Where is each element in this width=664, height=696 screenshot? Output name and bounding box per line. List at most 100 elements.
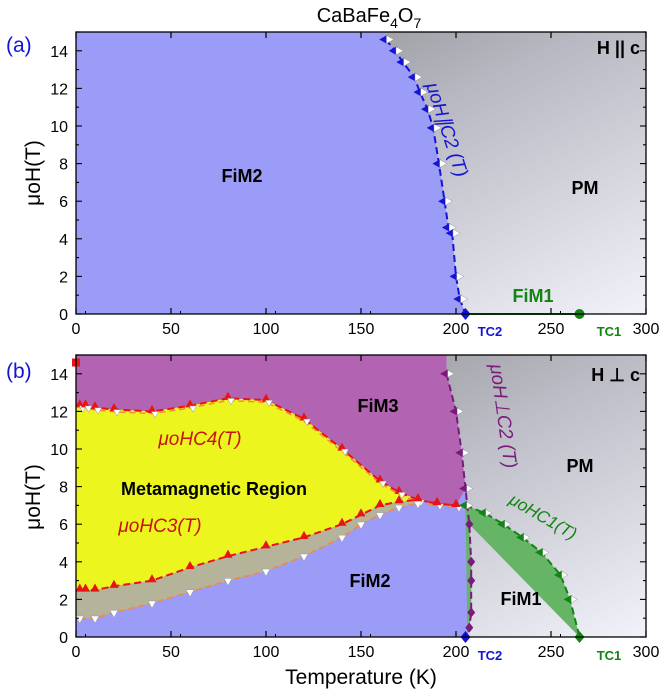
hc3-marker-filled [299, 530, 309, 539]
panel-a-field-label: H || c [597, 38, 640, 58]
hc1-marker-open [570, 595, 579, 604]
y-tick-label: 4 [59, 555, 68, 572]
hc4-marker-filled [185, 399, 195, 408]
hc2-marker-open [439, 159, 448, 169]
hc3-lower-marker-open [337, 534, 347, 543]
hc1-marker-open [504, 520, 512, 529]
y-tick-label: 6 [59, 517, 68, 534]
hc4-marker-filled [223, 391, 233, 400]
hc2-marker-open [386, 35, 395, 44]
hc1-marker-filled [478, 508, 487, 518]
hc2-marker-open [428, 104, 437, 114]
hc3-lower-marker-open [375, 512, 385, 521]
x-tick-label: 300 [633, 644, 660, 661]
figure-title: CaBaFe4O7 [317, 5, 422, 31]
hc2-marker-filled [459, 483, 468, 493]
hc4-marker-open [151, 411, 159, 419]
hc2-marker-filled [449, 406, 458, 416]
hc3-lower-marker-open [394, 504, 404, 513]
x-tick-label: 100 [253, 644, 280, 661]
panel-a-region-fim1: FiM1 [512, 286, 553, 306]
panel-b-xlabel: Temperature (K) [285, 666, 437, 689]
hc2-perp-curve [445, 373, 473, 638]
hc4-marker-open [265, 400, 273, 408]
hc3-marker-filled [356, 508, 366, 517]
panel-a-tc2-label: TC2 [478, 324, 503, 339]
hc4-marker-filled [394, 485, 404, 494]
x-tick-label: 0 [72, 644, 81, 661]
hc4-marker-open [227, 398, 235, 406]
hc3-lower-marker-open [223, 578, 233, 587]
panel-b-region-pm: PM [567, 456, 594, 476]
hc2-marker-open [452, 228, 461, 238]
x-tick-label: 250 [538, 644, 565, 661]
hc2-marker-filled [438, 196, 447, 206]
hc2-marker-diamond [465, 519, 474, 530]
panel-a-region-pm: PM [572, 178, 599, 198]
hc3-lower-marker-open [185, 589, 195, 598]
hc3-marker-filled [394, 495, 404, 504]
panel-b-label: (b) [6, 360, 32, 383]
hc2-marker-filled [432, 159, 441, 169]
panel-b-region-fim3: FiM3 [357, 396, 398, 416]
y-tick-label: 8 [59, 480, 68, 497]
hc3-marker-filled [90, 583, 100, 592]
hc3-marker-filled [81, 583, 90, 592]
y-tick-label: 10 [50, 442, 68, 459]
x-tick-label: 50 [162, 321, 180, 338]
hc2-marker-filled [445, 228, 454, 238]
y-tick-label: 12 [50, 404, 68, 421]
y-tick-label: 10 [50, 119, 68, 136]
hc4-marker-filled [109, 403, 119, 412]
hc1-marker-filled [554, 570, 563, 580]
x-tick-label: 150 [348, 644, 375, 661]
hc2-marker-filled [426, 123, 435, 133]
panel-b-ylabel: μoH(T) [22, 464, 45, 530]
fim1-region [465, 505, 580, 637]
panel-a: 0 50 100 150 200 250 300 0 2 4 6 8 10 12 14 (a) H || c… [6, 31, 659, 339]
panel-a-tc1-label: TC1 [597, 324, 622, 339]
hc3-marker-filled [375, 498, 385, 507]
hc2-marker-filled [449, 271, 458, 281]
hc3-lower-marker-open [299, 553, 309, 562]
hc2-marker-open [420, 87, 429, 97]
hc4-marker-filled [337, 442, 347, 451]
hc4-marker-filled [299, 412, 309, 421]
hc2-marker-filled [441, 223, 450, 233]
hc4-marker-filled [75, 399, 85, 408]
hc3-lower-marker-open [413, 501, 423, 510]
panel-b-region-fim1: FiM1 [500, 589, 541, 609]
hc4-marker-filled [261, 393, 271, 402]
transition-band [76, 499, 418, 619]
hc3-marker-filled [413, 493, 423, 502]
hc2-marker-open [462, 448, 470, 457]
hc1-marker-filled [563, 594, 572, 604]
x-tick-label: 100 [253, 321, 280, 338]
hc4-marker-filled [147, 404, 157, 413]
hc2-marker-filled [453, 294, 462, 304]
hc2-marker-filled [388, 46, 397, 56]
hc2-marker-diamond [467, 607, 476, 618]
hc4-marker-open [94, 407, 102, 415]
hc1-marker-filled [535, 547, 544, 557]
hc2-marker-open [456, 407, 465, 416]
hc4-marker-filled [81, 399, 90, 408]
hc4-marker-open [341, 448, 349, 457]
y-tick-label: 0 [59, 307, 68, 324]
panel-b-curve-label-hc3: μoHC3(T) [117, 516, 201, 537]
hc1-marker-open [561, 571, 569, 579]
hc4-marker-open [398, 492, 406, 500]
hc3-marker-filled [75, 583, 85, 592]
hc1-marker-filled [516, 532, 525, 542]
hc3-marker-filled [337, 517, 347, 526]
y-tick-label: 14 [50, 44, 68, 61]
hc2-marker-open [433, 123, 442, 133]
hc2-marker-filled [413, 87, 422, 97]
x-tick-label: 200 [443, 321, 470, 338]
y-tick-label: 8 [59, 157, 68, 174]
hc2-marker-diamond [467, 556, 476, 567]
hc1-marker-filled [459, 500, 468, 510]
hc4-marker-open [84, 405, 93, 413]
